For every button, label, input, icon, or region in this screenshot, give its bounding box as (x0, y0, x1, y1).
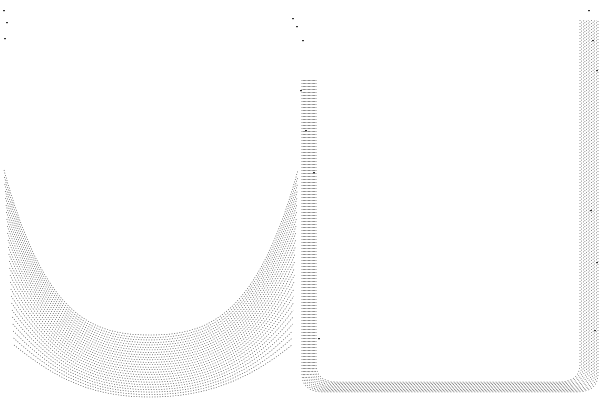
left-contour-line (9, 274, 295, 373)
right-contour-family (301, 20, 599, 393)
left-u-contour-family (3, 169, 299, 398)
left-contour-line (7, 239, 296, 361)
speck-mark (318, 338, 320, 340)
right-contour-line (310, 20, 587, 386)
speck-mark (292, 18, 294, 20)
left-contour-line (13, 344, 293, 398)
right-contour-line (313, 20, 584, 385)
left-contour-line (11, 302, 294, 383)
speck-mark (296, 26, 298, 28)
left-contour-line (10, 295, 294, 380)
speck-mark (596, 262, 598, 264)
speck-mark (4, 38, 6, 40)
speck-mark (300, 90, 302, 92)
speck-mark (590, 210, 592, 212)
right-contour-line (306, 20, 592, 389)
speck-mark (596, 70, 598, 72)
right-contour-line (308, 20, 591, 388)
right-contour-line (315, 20, 581, 383)
left-contour-line (8, 246, 296, 363)
left-contour-line (6, 225, 297, 356)
speck-mark (302, 40, 304, 42)
left-contour-line (11, 309, 294, 385)
left-contour-line (12, 330, 293, 393)
right-contour-line (314, 20, 582, 384)
right-contour-line (305, 20, 594, 390)
speck-mark (305, 130, 307, 132)
left-contour-line (12, 323, 293, 390)
left-contour-line (8, 253, 296, 366)
right-contour-line (304, 20, 596, 391)
left-contour-line (12, 316, 294, 388)
left-contour-line (4, 190, 298, 343)
left-contour-line (13, 337, 293, 395)
speck-mark (3, 10, 5, 12)
speck-mark (588, 10, 590, 12)
left-contour-line (8, 260, 296, 368)
speck-mark (313, 172, 315, 174)
left-contour-line (4, 183, 298, 341)
left-contour-line (3, 169, 299, 336)
speck-mark (592, 40, 594, 42)
right-contour-line (302, 20, 597, 392)
left-contour-line (6, 218, 297, 353)
left-contour-line (10, 288, 295, 378)
right-contour-line (301, 20, 599, 393)
right-contour-line (309, 20, 589, 387)
edge-specks (3, 10, 598, 340)
left-contour-line (9, 267, 295, 371)
left-contour-line (6, 211, 297, 351)
left-contour-line (4, 176, 299, 338)
left-contour-line (5, 197, 298, 346)
left-contour-line (5, 204, 298, 348)
right-contour-line (311, 20, 586, 386)
left-contour-line (10, 281, 295, 375)
speck-mark (594, 330, 596, 332)
speck-mark (6, 22, 8, 24)
